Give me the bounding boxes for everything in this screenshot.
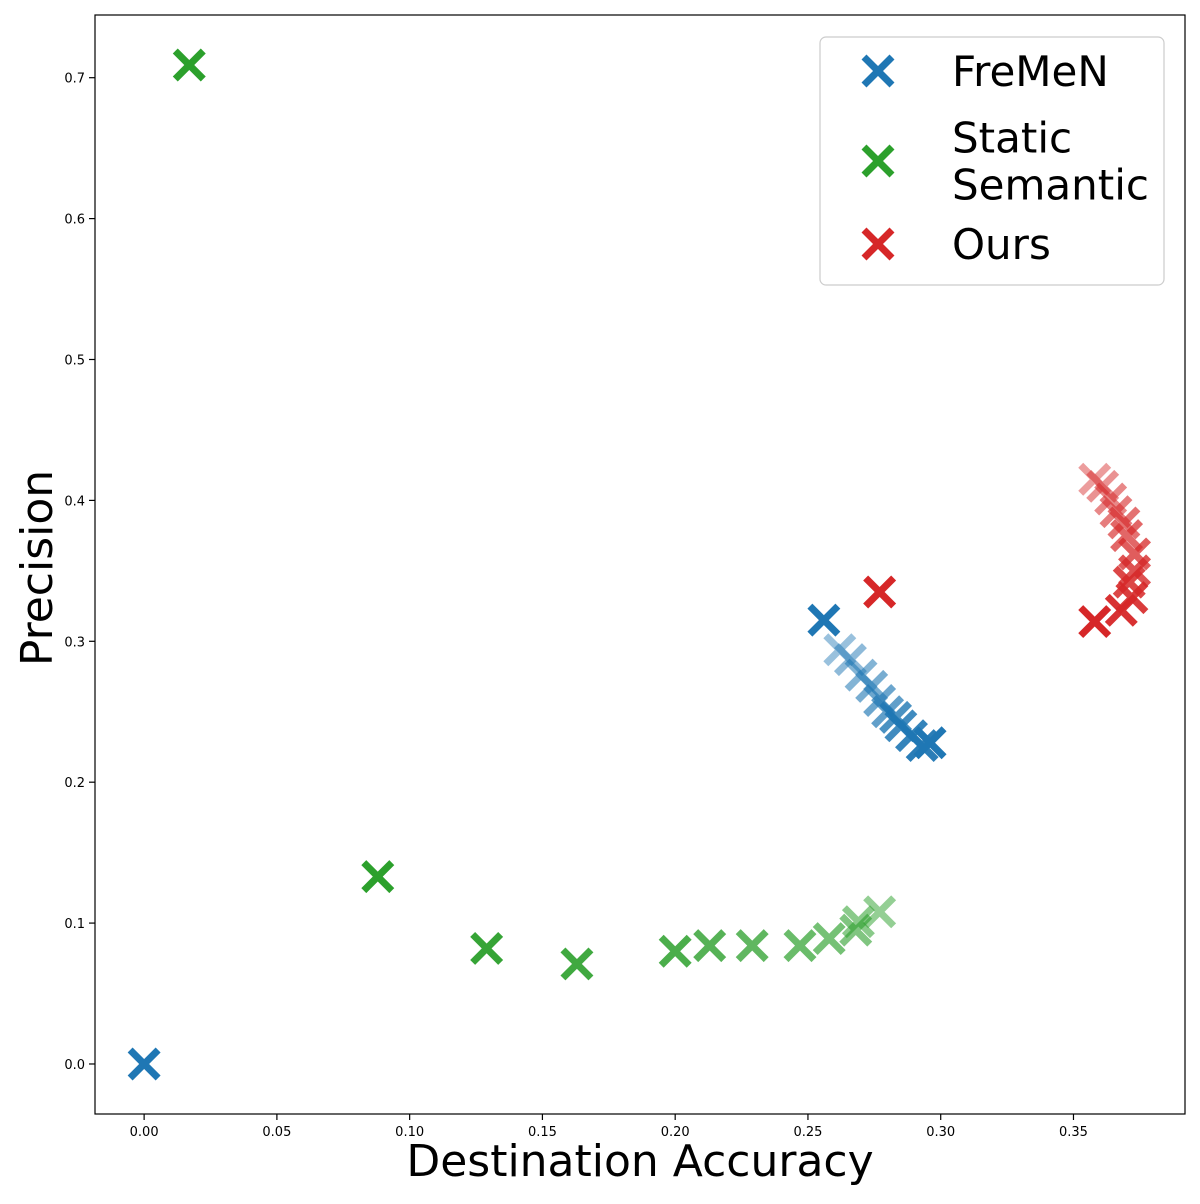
x-axis-label: Destination Accuracy <box>406 1136 873 1187</box>
series-3 <box>863 462 1152 639</box>
y-axis-label: Precision <box>12 470 63 666</box>
legend-label: Ours <box>952 220 1051 269</box>
data-point-x-marker <box>913 726 947 760</box>
legend-marker-x-icon <box>861 54 895 88</box>
data-point-x-marker <box>658 934 692 968</box>
y-tick-label: 0.5 <box>64 353 85 368</box>
data-point-x-marker <box>863 895 897 929</box>
y-tick-label: 0.0 <box>64 1058 85 1073</box>
data-point-x-marker <box>841 905 875 939</box>
data-point-x-marker <box>127 1047 161 1081</box>
data-point-x-marker <box>1104 593 1138 627</box>
series-2 <box>172 48 897 981</box>
data-point-x-marker <box>1078 605 1112 639</box>
data-point-x-marker <box>783 929 817 963</box>
data-point-x-marker <box>470 931 504 965</box>
data-point-x-marker <box>560 947 594 981</box>
data-point-x-marker <box>812 922 846 956</box>
data-points <box>127 48 1152 1081</box>
x-tick-label: 0.10 <box>395 1125 424 1140</box>
y-axis-ticks: 0.0 0.1 0.2 0.3 0.4 0.5 0.6 0.7 <box>64 72 95 1073</box>
y-tick-label: 0.1 <box>64 917 85 932</box>
data-point-x-marker <box>839 913 873 947</box>
legend-box <box>819 36 1165 286</box>
legend: FreMeN Static Semantic Ours <box>819 36 1165 286</box>
data-point-x-marker <box>863 575 897 609</box>
legend-marker-x-icon <box>861 144 895 178</box>
x-tick-label: 0.20 <box>661 1125 690 1140</box>
x-tick-label: 0.00 <box>130 1125 159 1140</box>
y-tick-label: 0.3 <box>64 635 85 650</box>
x-axis-ticks: 0.00 0.05 0.10 0.15 0.20 0.25 0.30 0.35 <box>130 1114 1088 1140</box>
data-point-x-marker <box>905 729 939 763</box>
legend-marker-x-icon <box>861 227 895 261</box>
data-point-x-marker <box>172 48 206 82</box>
legend-label: Static Semantic <box>952 114 1149 210</box>
x-tick-label: 0.35 <box>1059 1125 1088 1140</box>
y-tick-label: 0.7 <box>64 72 85 87</box>
legend-label: FreMeN <box>952 47 1109 96</box>
x-tick-label: 0.25 <box>793 1125 822 1140</box>
y-tick-label: 0.6 <box>64 213 85 228</box>
series-1 <box>127 603 947 1081</box>
y-tick-label: 0.4 <box>64 494 85 509</box>
x-tick-label: 0.15 <box>528 1125 557 1140</box>
data-point-x-marker <box>1110 519 1144 553</box>
data-point-x-marker <box>807 603 841 637</box>
data-point-x-marker <box>735 929 769 963</box>
y-tick-label: 0.2 <box>64 776 85 791</box>
data-point-x-marker <box>693 929 727 963</box>
x-tick-label: 0.05 <box>262 1125 291 1140</box>
data-point-x-marker <box>361 860 395 894</box>
x-tick-label: 0.30 <box>926 1125 955 1140</box>
